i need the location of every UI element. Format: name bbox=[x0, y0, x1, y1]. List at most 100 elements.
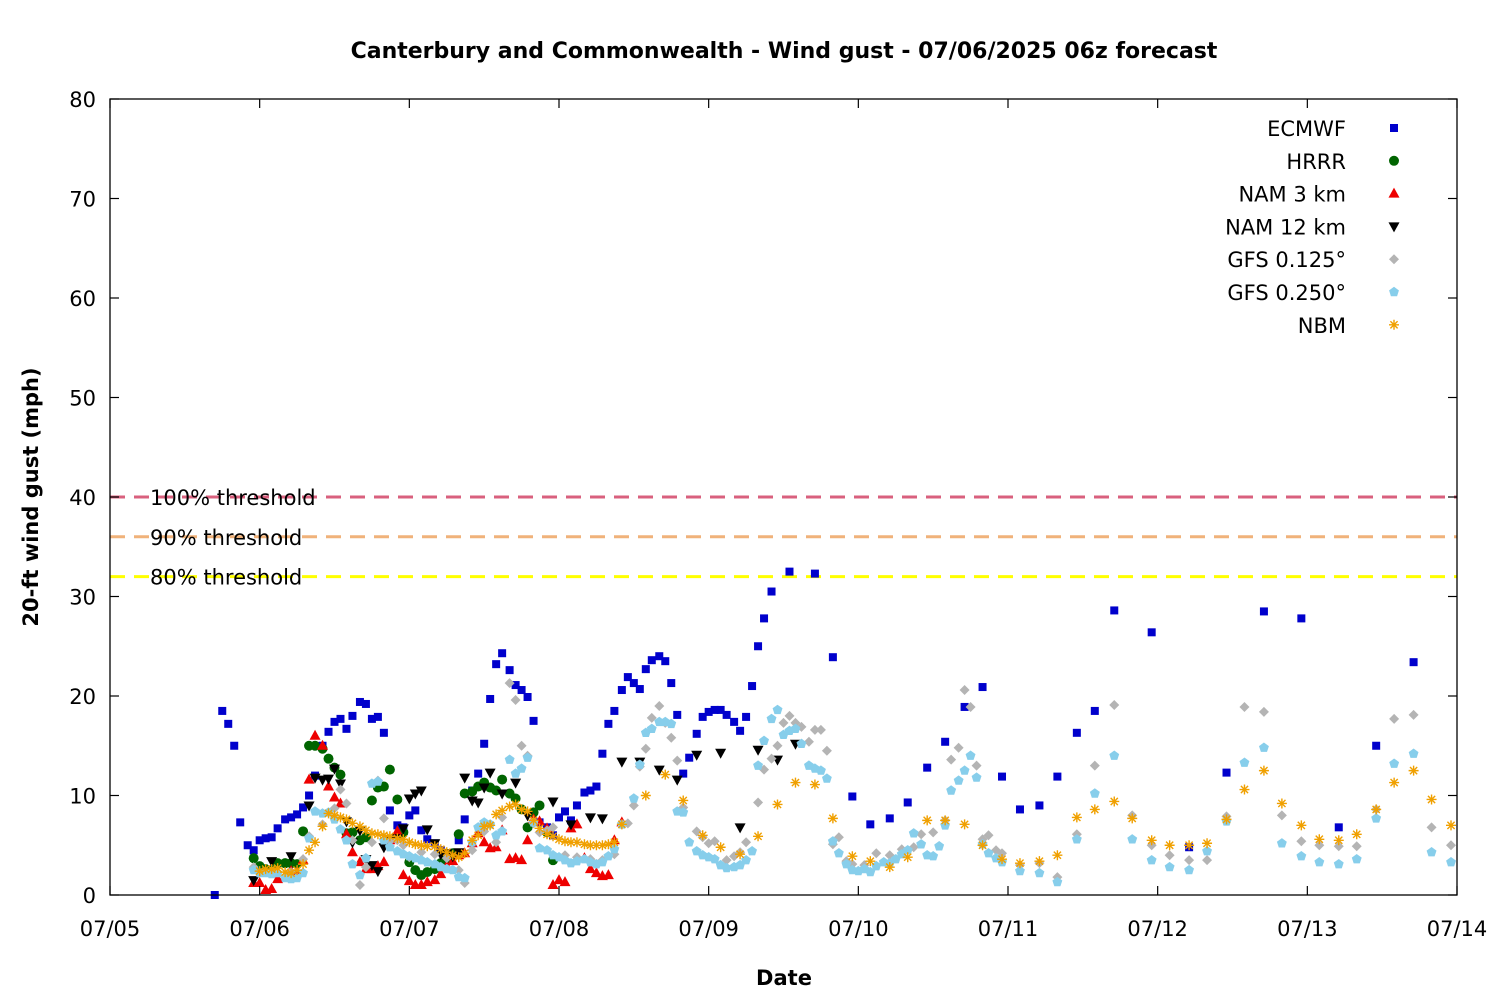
data-point bbox=[336, 714, 345, 723]
y-tick-label: 60 bbox=[69, 287, 96, 311]
data-point bbox=[330, 717, 339, 726]
data-point bbox=[248, 876, 260, 887]
data-point bbox=[1258, 706, 1269, 717]
data-point bbox=[292, 865, 303, 876]
data-point bbox=[1184, 840, 1195, 851]
data-point bbox=[405, 811, 414, 820]
data-point bbox=[678, 807, 689, 817]
data-point bbox=[571, 837, 582, 848]
data-point bbox=[255, 836, 264, 845]
data-point bbox=[628, 800, 639, 811]
data-point bbox=[1351, 841, 1362, 852]
data-point bbox=[416, 840, 427, 851]
data-point bbox=[1147, 628, 1156, 637]
data-point bbox=[1296, 851, 1307, 861]
data-point bbox=[983, 830, 994, 841]
data-point bbox=[385, 806, 394, 815]
data-point bbox=[473, 830, 484, 841]
y-tick-label: 30 bbox=[69, 586, 96, 610]
data-point bbox=[1297, 614, 1306, 623]
data-point bbox=[441, 847, 452, 858]
data-point bbox=[609, 837, 620, 848]
data-point bbox=[759, 735, 769, 745]
data-point bbox=[998, 772, 1007, 781]
legend-marker bbox=[1388, 187, 1400, 198]
data-point bbox=[354, 821, 365, 832]
data-point bbox=[342, 724, 351, 733]
x-tick-label: 07/12 bbox=[1127, 917, 1188, 941]
data-point bbox=[902, 852, 913, 863]
data-point bbox=[447, 864, 458, 875]
data-point bbox=[753, 797, 764, 808]
data-point bbox=[1389, 713, 1400, 724]
data-point bbox=[1146, 855, 1157, 865]
data-point bbox=[547, 797, 559, 808]
y-tick-label: 10 bbox=[69, 785, 96, 809]
data-point bbox=[1184, 864, 1194, 875]
data-point bbox=[1202, 855, 1213, 866]
legend-label: GFS 0.125° bbox=[1227, 248, 1346, 272]
data-point bbox=[610, 706, 619, 715]
data-point bbox=[598, 749, 607, 758]
data-point bbox=[459, 773, 471, 784]
data-point bbox=[261, 834, 270, 843]
data-point bbox=[586, 786, 595, 795]
data-point bbox=[1351, 829, 1362, 840]
data-point bbox=[384, 764, 395, 775]
data-point bbox=[1408, 765, 1419, 776]
data-point bbox=[323, 774, 335, 785]
data-point bbox=[347, 859, 358, 869]
data-point bbox=[391, 825, 403, 836]
data-point bbox=[534, 843, 545, 853]
data-point bbox=[304, 833, 314, 843]
data-point bbox=[772, 740, 783, 751]
data-point bbox=[646, 723, 657, 733]
data-point bbox=[511, 681, 520, 690]
data-point bbox=[977, 840, 988, 851]
data-point bbox=[604, 719, 613, 728]
data-point bbox=[1164, 850, 1175, 861]
data-point bbox=[329, 764, 340, 775]
data-point bbox=[1034, 856, 1045, 867]
y-tick-label: 80 bbox=[69, 88, 96, 112]
data-point bbox=[423, 835, 432, 844]
data-point bbox=[1239, 701, 1250, 712]
data-point bbox=[946, 754, 957, 765]
data-point bbox=[691, 826, 702, 837]
data-point bbox=[510, 778, 522, 789]
x-tick-label: 07/13 bbox=[1277, 917, 1338, 941]
data-point bbox=[640, 743, 651, 754]
data-points bbox=[210, 567, 1457, 899]
data-point bbox=[529, 716, 538, 725]
data-point bbox=[459, 848, 470, 859]
axis-ticks: 07/05 07/06 07/07 07/08 07/09 07/10 07/11 07/12… bbox=[69, 88, 1487, 941]
data-point bbox=[486, 694, 495, 703]
data-point bbox=[953, 775, 964, 785]
legend-label: ECMWF bbox=[1267, 117, 1346, 141]
data-point bbox=[1202, 838, 1213, 849]
data-point bbox=[528, 815, 539, 826]
data-point bbox=[767, 587, 776, 596]
data-point bbox=[480, 739, 489, 748]
legend-marker bbox=[1389, 286, 1399, 297]
data-point bbox=[485, 820, 496, 831]
data-point bbox=[366, 828, 377, 839]
data-point bbox=[378, 830, 389, 841]
data-point bbox=[341, 835, 352, 845]
data-point bbox=[753, 831, 764, 842]
data-point bbox=[367, 714, 376, 723]
data-point bbox=[1109, 796, 1120, 807]
data-point bbox=[404, 837, 415, 848]
data-point bbox=[516, 763, 527, 773]
data-point bbox=[565, 820, 577, 831]
data-point bbox=[230, 741, 239, 750]
data-point bbox=[922, 815, 933, 826]
data-point bbox=[803, 736, 814, 747]
data-point bbox=[1372, 741, 1381, 750]
data-point bbox=[871, 860, 882, 871]
data-point bbox=[790, 777, 801, 788]
data-point bbox=[447, 850, 458, 861]
data-point bbox=[347, 818, 358, 829]
data-point bbox=[1015, 805, 1024, 814]
data-point bbox=[287, 813, 296, 822]
